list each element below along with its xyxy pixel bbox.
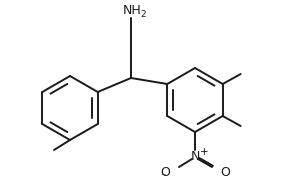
Text: +: + xyxy=(200,147,209,157)
Text: O: O xyxy=(160,165,170,179)
Text: O: O xyxy=(220,165,230,179)
Text: 2: 2 xyxy=(140,10,146,19)
Text: NH: NH xyxy=(123,4,141,17)
Text: N: N xyxy=(190,150,200,162)
Text: ⁻: ⁻ xyxy=(160,172,166,182)
